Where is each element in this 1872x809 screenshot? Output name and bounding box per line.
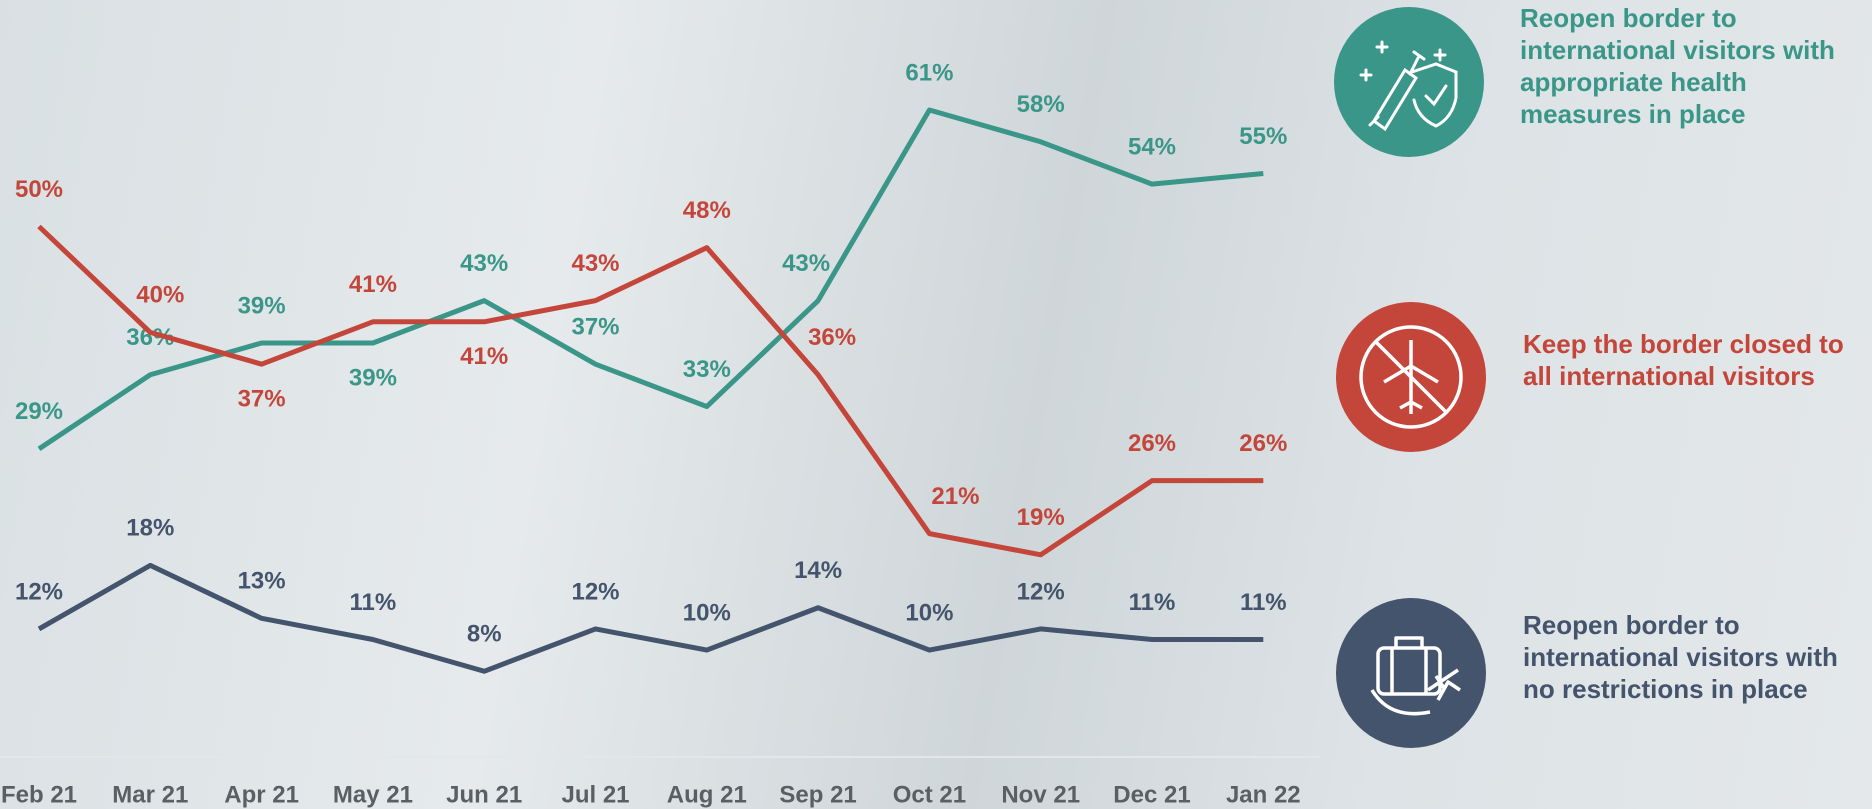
legend-label: Reopen border to international visitors …	[1523, 609, 1863, 705]
data-label: 10%	[905, 599, 953, 626]
data-label: 58%	[1017, 91, 1065, 118]
data-label: 12%	[571, 578, 619, 605]
data-label: 36%	[808, 324, 856, 351]
x-tick-label: Apr 21	[224, 781, 299, 808]
data-label: 43%	[782, 250, 830, 277]
x-tick-label: Aug 21	[667, 781, 747, 808]
data-label: 37%	[571, 314, 619, 341]
data-label: 13%	[238, 568, 286, 595]
data-label: 48%	[683, 197, 731, 224]
data-label: 26%	[1239, 430, 1287, 457]
data-label: 11%	[350, 589, 397, 616]
data-label: 50%	[15, 176, 63, 203]
data-label: 12%	[1017, 578, 1065, 605]
data-label: 40%	[136, 282, 184, 309]
series-line	[39, 565, 1263, 671]
x-tick-label: Jun 21	[446, 781, 522, 808]
data-label: 29%	[15, 398, 63, 425]
x-tick-label: Jan 22	[1226, 781, 1301, 808]
x-tick-label: Sep 21	[779, 781, 856, 808]
x-tick-label: Nov 21	[1001, 781, 1080, 808]
data-label: 54%	[1128, 133, 1176, 160]
legend-label: Reopen border to international visitors …	[1520, 2, 1860, 130]
x-tick-label: Mar 21	[112, 781, 188, 808]
data-label: 39%	[238, 292, 286, 319]
data-label: 26%	[1128, 430, 1176, 457]
x-tick-label: May 21	[333, 781, 413, 808]
icon-open	[1336, 598, 1486, 748]
data-label: 21%	[931, 483, 979, 510]
data-label: 8%	[467, 621, 502, 648]
x-tick-label: Feb 21	[1, 781, 77, 808]
x-tick-label: Dec 21	[1113, 781, 1190, 808]
page: Feb 21 Mar 21 Apr 21 May 21 Jun 21 Jul 21 Aug …	[0, 0, 1872, 809]
data-label: 39%	[349, 364, 397, 391]
data-label: 43%	[571, 250, 619, 277]
data-label: 18%	[126, 515, 174, 542]
icon-health	[1334, 7, 1484, 157]
legend-label: Keep the border closed to all internatio…	[1523, 328, 1863, 392]
series-line	[39, 110, 1263, 449]
data-label: 11%	[1240, 589, 1287, 616]
data-label: 41%	[460, 343, 508, 370]
data-label: 41%	[349, 271, 397, 298]
x-tick-label: Jul 21	[561, 781, 629, 808]
data-label: 61%	[905, 59, 953, 86]
series-line	[39, 227, 1263, 555]
data-label: 19%	[1017, 504, 1065, 531]
data-label: 43%	[460, 250, 508, 277]
x-tick-label: Oct 21	[893, 781, 966, 808]
data-label: 33%	[683, 356, 731, 383]
data-label: 14%	[794, 557, 842, 584]
data-label: 11%	[1129, 589, 1176, 616]
data-label: 12%	[15, 578, 63, 605]
icon-closed	[1336, 302, 1486, 452]
data-label: 55%	[1239, 123, 1287, 150]
data-label: 10%	[683, 599, 731, 626]
data-label: 37%	[238, 386, 286, 413]
